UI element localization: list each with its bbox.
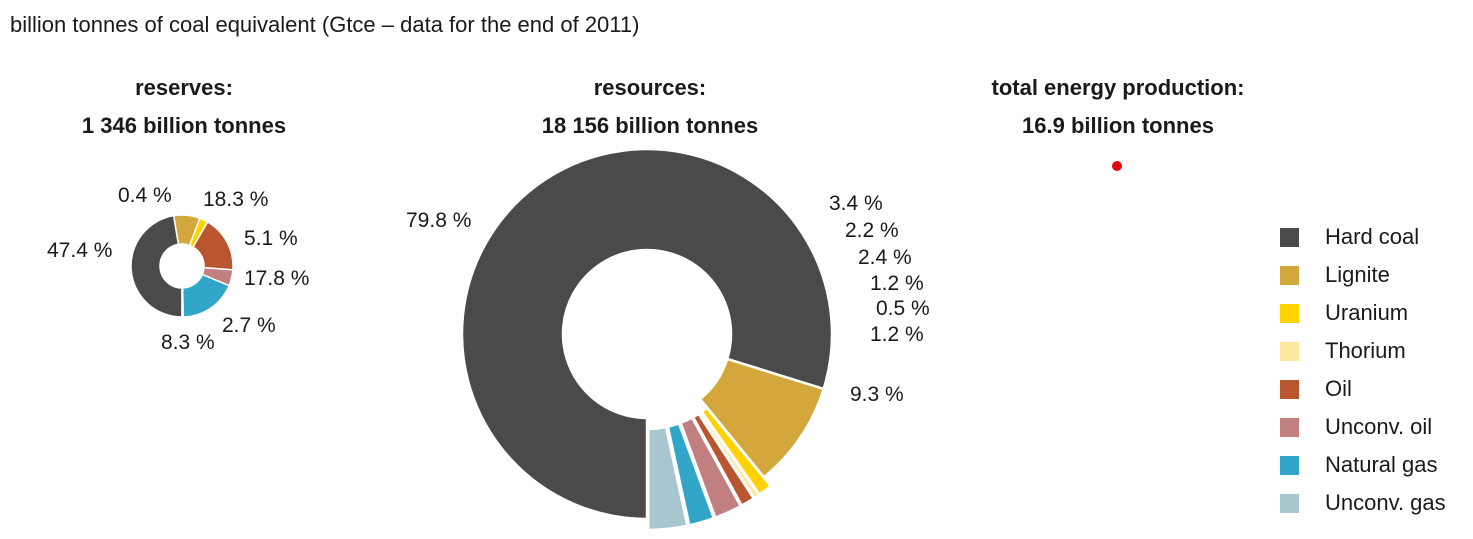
legend-label-lignite: Lignite	[1325, 262, 1390, 287]
reserves-label-uranium: 2.7 %	[222, 314, 276, 337]
legend-swatch-hard-coal	[1280, 227, 1299, 247]
reserves-title: reserves:	[135, 75, 233, 100]
legend-swatch-unconv-oil	[1280, 417, 1299, 437]
production-heading: total energy production: 16.9 billion to…	[960, 69, 1276, 145]
resources-slice-unconv-gas	[646, 425, 689, 532]
legend-item-thorium: Thorium	[1280, 332, 1446, 370]
resources-slice-unconv-oil	[679, 416, 742, 519]
reserves-label-unconv-gas: 0.4 %	[118, 184, 172, 207]
resources-label-lignite: 9.3 %	[850, 383, 904, 406]
production-title: total energy production:	[991, 75, 1245, 100]
legend-label-unconv-gas: Unconv. gas	[1325, 490, 1446, 515]
legend-swatch-oil	[1280, 379, 1299, 399]
reserves-total: 1 346 billion tonnes	[81, 113, 287, 138]
reserves-slice-unconv-gas	[181, 287, 185, 318]
resources-slice-natural-gas	[666, 422, 716, 527]
reserves-label-lignite: 8.3 %	[161, 331, 215, 354]
legend-label-uranium: Uranium	[1325, 300, 1409, 325]
chart-subtitle: billion tonnes of coal equivalent (Gtce …	[10, 12, 640, 37]
legend-swatch-lignite	[1280, 265, 1299, 285]
resources-label-unconv-gas: 3.4 %	[829, 192, 883, 215]
legend-item-unconv-oil: Unconv. oil	[1280, 408, 1446, 446]
legend-label-unconv-oil: Unconv. oil	[1325, 414, 1433, 439]
production-marker	[1112, 161, 1122, 171]
legend-swatch-uranium	[1280, 303, 1299, 323]
resources-donut: 79.8 %9.3 %1.2 %0.5 %1.2 %2.4 %2.2 %3.4 …	[406, 147, 930, 532]
reserves-label-hard-coal: 47.4 %	[47, 239, 112, 262]
legend-item-oil: Oil	[1280, 370, 1446, 408]
legend-label-natural-gas: Natural gas	[1325, 452, 1438, 477]
legend-item-unconv-gas: Unconv. gas	[1280, 484, 1446, 522]
legend-item-natural-gas: Natural gas	[1280, 446, 1446, 484]
chart-legend: Hard coal Lignite Uranium Thorium Oil Unconv.…	[1280, 218, 1446, 522]
legend-item-lignite: Lignite	[1280, 256, 1446, 294]
resources-label-thorium: 0.5 %	[876, 297, 930, 320]
resources-slice-hard-coal	[460, 147, 834, 521]
resources-label-uranium: 1.2 %	[870, 323, 924, 346]
legend-item-hard-coal: Hard coal	[1280, 218, 1446, 256]
legend-swatch-unconv-gas	[1280, 493, 1299, 513]
reserves-heading: reserves: 1 346 billion tonnes	[34, 69, 334, 145]
resources-heading: resources: 18 156 billion tonnes	[500, 69, 800, 145]
reserves-label-unconv-oil: 5.1 %	[244, 227, 298, 250]
resources-label-unconv-oil: 2.4 %	[858, 246, 912, 269]
reserves-label-oil: 17.8 %	[244, 267, 309, 290]
production-marker-group	[1112, 161, 1122, 171]
resources-label-oil: 1.2 %	[870, 272, 924, 295]
production-total: 16.9 billion tonnes	[1022, 113, 1214, 138]
resources-title: resources:	[593, 75, 707, 100]
legend-label-hard-coal: Hard coal	[1325, 224, 1420, 249]
legend-swatch-thorium	[1280, 341, 1299, 361]
legend-label-oil: Oil	[1325, 376, 1352, 401]
legend-item-uranium: Uranium	[1280, 294, 1446, 332]
reserves-donut: 47.4 % 8.3 % 2.7 % 17.8 % 5.1 % 18.3 % 0.4 %	[47, 184, 309, 354]
reserves-slice-hard-coal	[130, 214, 183, 318]
legend-swatch-natural-gas	[1280, 455, 1299, 475]
resources-label-hard-coal: 79.8 %	[406, 209, 471, 232]
resources-label-natural-gas: 2.2 %	[845, 219, 899, 242]
reserves-label-natural-gas: 18.3 %	[203, 188, 268, 211]
legend-label-thorium: Thorium	[1325, 338, 1406, 363]
resources-total: 18 156 billion tonnes	[541, 113, 759, 138]
